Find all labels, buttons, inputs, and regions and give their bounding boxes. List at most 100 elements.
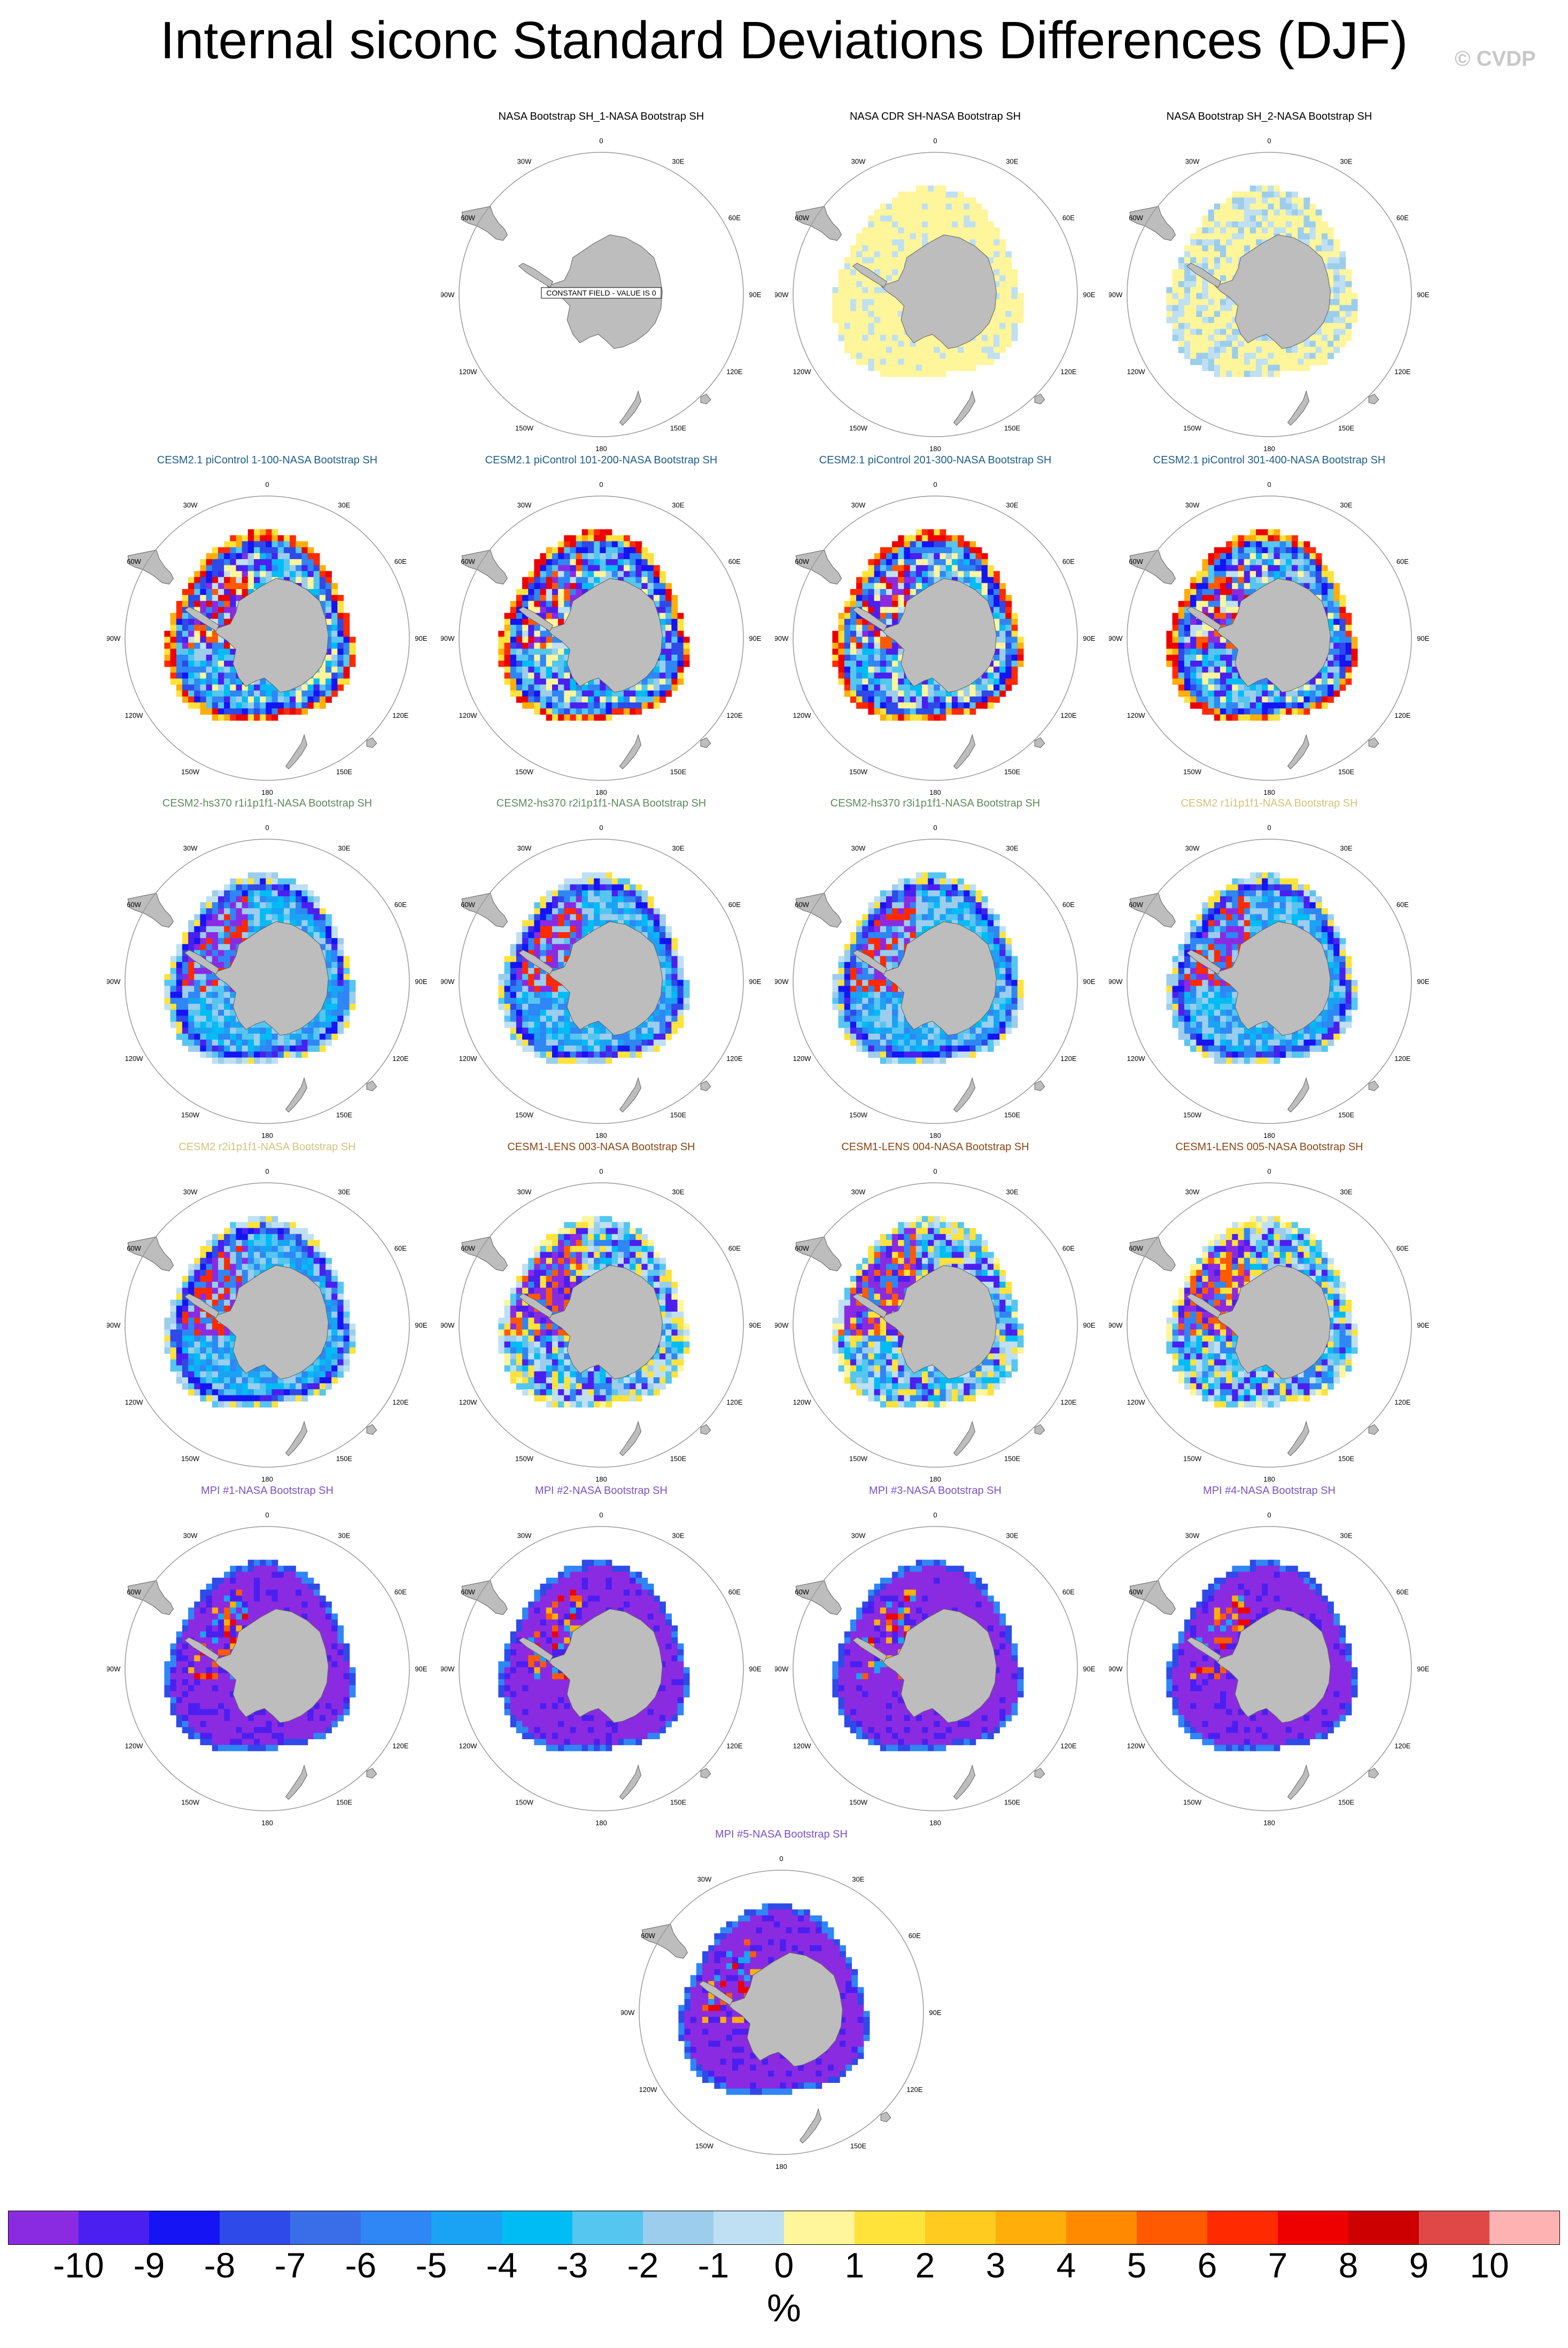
- ice-cell: [880, 323, 887, 329]
- ice-cell: [1256, 678, 1262, 685]
- ice-cell: [1184, 595, 1191, 601]
- ice-cell: [1298, 702, 1304, 709]
- ice-cell: [236, 595, 243, 601]
- ice-cell: [1339, 607, 1346, 614]
- ice-cell: [1190, 233, 1197, 240]
- ice-cell: [868, 287, 875, 293]
- ice-cell: [552, 618, 558, 625]
- ice-cell: [922, 696, 928, 703]
- ice-cell: [206, 565, 213, 572]
- ice-cell: [1226, 547, 1232, 554]
- ice-cell: [928, 185, 934, 192]
- ice-cell: [212, 678, 219, 685]
- ice-cell: [1226, 684, 1232, 691]
- ice-cell: [1274, 547, 1280, 554]
- ice-cell: [951, 571, 958, 578]
- ice-cell: [1244, 365, 1251, 371]
- ice-cell: [665, 690, 672, 697]
- ice-cell: [188, 601, 195, 608]
- ice-cell: [1303, 353, 1310, 359]
- ice-cell: [1285, 197, 1292, 204]
- ice-cell: [1172, 648, 1179, 655]
- ice-cell: [940, 553, 946, 560]
- ice-cell: [266, 902, 273, 909]
- ice-cell: [1345, 648, 1352, 655]
- ice-cell: [1184, 625, 1191, 631]
- longitude-label: 0: [1267, 481, 1271, 489]
- ice-cell: [999, 589, 1006, 595]
- ice-cell: [1208, 702, 1215, 709]
- ice-cell: [1208, 329, 1215, 336]
- ice-cell: [1333, 648, 1340, 655]
- ice-cell: [915, 245, 922, 252]
- ice-cell: [343, 678, 350, 685]
- ice-cell: [307, 565, 314, 572]
- ice-cell: [337, 678, 344, 685]
- ice-cell: [504, 654, 511, 661]
- ice-cell: [546, 702, 553, 709]
- ice-cell: [570, 565, 577, 572]
- ice-cell: [934, 185, 941, 192]
- ice-cell: [1315, 346, 1322, 353]
- ice-cell: [928, 678, 934, 685]
- ice-cell: [606, 535, 612, 542]
- ice-cell: [1274, 696, 1280, 703]
- new-zealand-landmass: [285, 734, 308, 770]
- ice-cell: [510, 642, 517, 649]
- ice-cell: [247, 547, 254, 554]
- ice-cell: [1232, 667, 1239, 673]
- ice-cell: [964, 577, 970, 584]
- ice-cell: [1279, 203, 1286, 210]
- ice-cell: [552, 648, 558, 655]
- ice-cell: [993, 601, 1000, 608]
- ice-cell: [516, 690, 523, 697]
- ice-cell: [283, 565, 290, 572]
- ice-cell: [558, 589, 564, 595]
- ice-cell: [1232, 197, 1239, 204]
- ice-cell: [958, 708, 964, 715]
- ice-cell: [1339, 311, 1346, 317]
- ice-cell: [975, 227, 982, 234]
- ice-cell: [1172, 667, 1179, 673]
- ice-cell: [1208, 293, 1215, 300]
- ice-cell: [898, 589, 905, 595]
- ice-cell: [313, 896, 320, 903]
- ice-cell: [283, 547, 290, 554]
- ice-cell: [922, 583, 928, 590]
- ice-cell: [1214, 696, 1221, 703]
- longitude-label: 60E: [1062, 214, 1075, 222]
- ice-cell: [194, 684, 201, 691]
- ice-cell: [1184, 329, 1191, 336]
- ice-cell: [915, 559, 922, 565]
- ice-cell: [307, 684, 314, 691]
- ice-cell: [200, 642, 207, 649]
- ice-cell: [558, 714, 564, 721]
- ice-cell: [224, 908, 230, 915]
- ice-cell: [1220, 227, 1227, 234]
- ice-cell: [1172, 305, 1179, 312]
- ice-cell: [1178, 625, 1185, 631]
- ice-cell: [1274, 191, 1280, 198]
- ice-cell: [194, 595, 201, 601]
- ice-cell: [1309, 696, 1316, 703]
- ice-cell: [1328, 607, 1334, 614]
- ice-cell: [987, 672, 994, 679]
- ice-cell: [1226, 577, 1232, 584]
- ice-cell: [880, 233, 887, 240]
- ice-cell: [999, 637, 1006, 644]
- ice-cell: [1339, 340, 1346, 347]
- ice-cell: [260, 559, 266, 565]
- ice-cell: [1345, 323, 1352, 329]
- ice-cell: [987, 233, 994, 240]
- ice-cell: [194, 631, 201, 637]
- ice-cell: [1196, 233, 1203, 240]
- ice-cell: [1321, 702, 1328, 709]
- ice-cell: [969, 197, 976, 204]
- ice-cell: [1345, 625, 1352, 631]
- ice-cell: [1172, 311, 1179, 317]
- ice-cell: [194, 661, 201, 667]
- ice-cell: [260, 690, 266, 697]
- ice-cell: [224, 559, 230, 565]
- ice-cell: [832, 293, 839, 300]
- ice-cell: [218, 696, 224, 703]
